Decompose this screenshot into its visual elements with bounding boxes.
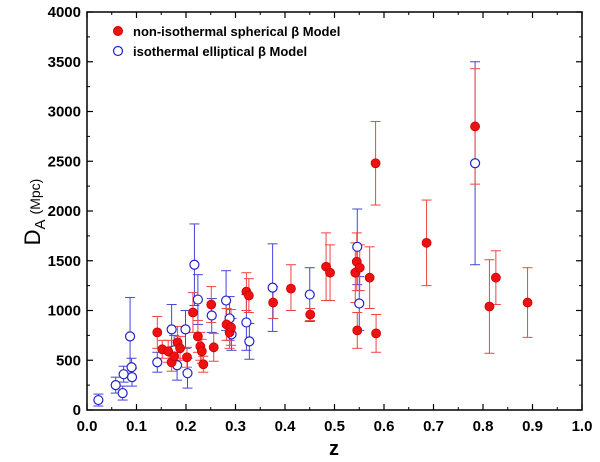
y-tick-label: 3000	[48, 104, 81, 121]
data-point-spherical	[182, 352, 192, 363]
y-axis-title: DA (Mpc)	[20, 179, 49, 246]
data-point-spherical	[352, 325, 363, 336]
x-tick-label: 0.6	[374, 418, 395, 435]
data-point-elliptical	[206, 310, 217, 321]
data-point-spherical	[470, 121, 480, 132]
legend-label-series-2: isothermal elliptical β Model	[133, 44, 307, 59]
data-point-elliptical	[469, 158, 481, 169]
data-point-spherical	[268, 297, 279, 308]
x-tick-label: 0.0	[77, 418, 98, 435]
data-point-elliptical	[192, 294, 203, 305]
data-point-spherical	[152, 327, 163, 338]
data-point-elliptical	[126, 362, 137, 373]
x-tick-label: 0.8	[473, 418, 494, 435]
data-point-spherical	[490, 272, 501, 283]
data-point-elliptical	[166, 324, 177, 335]
y-axis-title-main: D	[20, 229, 45, 245]
data-point-elliptical	[352, 241, 363, 252]
data-point-spherical	[188, 307, 198, 318]
data-point-spherical	[175, 343, 185, 354]
data-point-elliptical	[152, 357, 163, 368]
data-point-elliptical	[180, 324, 191, 335]
legend-marker-series-2	[112, 45, 124, 57]
x-tick-label: 0.2	[176, 418, 197, 435]
data-point-elliptical	[126, 372, 138, 383]
data-point-elliptical	[267, 282, 278, 293]
data-point-spherical	[198, 359, 209, 370]
data-markers	[93, 121, 533, 406]
y-tick-label: 1500	[48, 253, 81, 270]
data-point-elliptical	[182, 368, 193, 379]
x-tick-labels: 0.0 0.1 0.2 0.3 0.4 0.5 0.6 0.7 0.8 0.9 1.0	[77, 418, 593, 435]
legend: non-isothermal spherical β Model isother…	[112, 24, 340, 59]
y-tick-label: 2000	[48, 203, 81, 220]
legend-marker-series-1	[113, 26, 123, 36]
data-point-spherical	[354, 262, 365, 273]
data-point-elliptical	[304, 289, 315, 300]
data-point-spherical	[196, 346, 207, 357]
data-point-spherical	[208, 342, 219, 353]
y-tick-label: 0	[73, 402, 81, 419]
data-point-elliptical	[117, 387, 128, 399]
x-tick-label: 0.3	[225, 418, 246, 435]
data-point-elliptical	[241, 317, 252, 328]
legend-label-series-1: non-isothermal spherical β Model	[133, 24, 340, 39]
data-point-spherical	[522, 297, 533, 308]
data-point-spherical	[243, 290, 254, 301]
y-axis-title-subscript: A	[32, 219, 49, 229]
x-tick-label: 0.7	[423, 418, 444, 435]
y-tick-label: 1000	[48, 303, 81, 320]
data-point-spherical	[325, 267, 335, 278]
data-point-spherical	[421, 237, 432, 248]
axis-ticks	[86, 11, 583, 411]
y-tick-label: 500	[56, 352, 81, 369]
data-point-elliptical	[110, 380, 121, 391]
data-point-elliptical	[118, 369, 129, 380]
data-point-elliptical	[220, 295, 232, 306]
data-point-spherical	[192, 331, 203, 342]
data-point-spherical	[370, 158, 381, 169]
x-tick-label: 1.0	[572, 418, 593, 435]
x-axis-title: z	[329, 438, 339, 460]
svg-text:DA(Mpc): DA (Mpc)	[20, 179, 49, 246]
x-tick-label: 0.5	[324, 418, 345, 435]
data-point-spherical	[484, 301, 495, 312]
data-point-spherical	[371, 328, 381, 339]
data-point-spherical	[305, 309, 316, 320]
y-axis-title-unit: (Mpc)	[27, 179, 43, 215]
data-point-spherical	[364, 272, 375, 283]
y-tick-label: 3500	[48, 54, 81, 71]
data-point-spherical	[169, 351, 180, 362]
x-tick-label: 0.4	[275, 418, 297, 435]
data-point-spherical	[206, 299, 217, 310]
error-bars	[93, 61, 533, 407]
data-point-elliptical	[124, 331, 136, 342]
y-tick-labels: 0 500 1000 1500 2000 2500 3000 3500 4000	[48, 4, 81, 419]
x-tick-label: 0.1	[126, 418, 147, 435]
data-point-spherical	[286, 283, 296, 294]
y-tick-label: 2500	[48, 153, 81, 170]
data-point-elliptical	[354, 298, 365, 309]
data-point-spherical	[226, 322, 236, 333]
data-point-elliptical	[244, 336, 255, 347]
data-point-elliptical	[93, 394, 104, 406]
data-point-elliptical	[189, 259, 200, 270]
y-tick-label: 4000	[48, 4, 81, 21]
x-tick-label: 0.9	[522, 418, 543, 435]
